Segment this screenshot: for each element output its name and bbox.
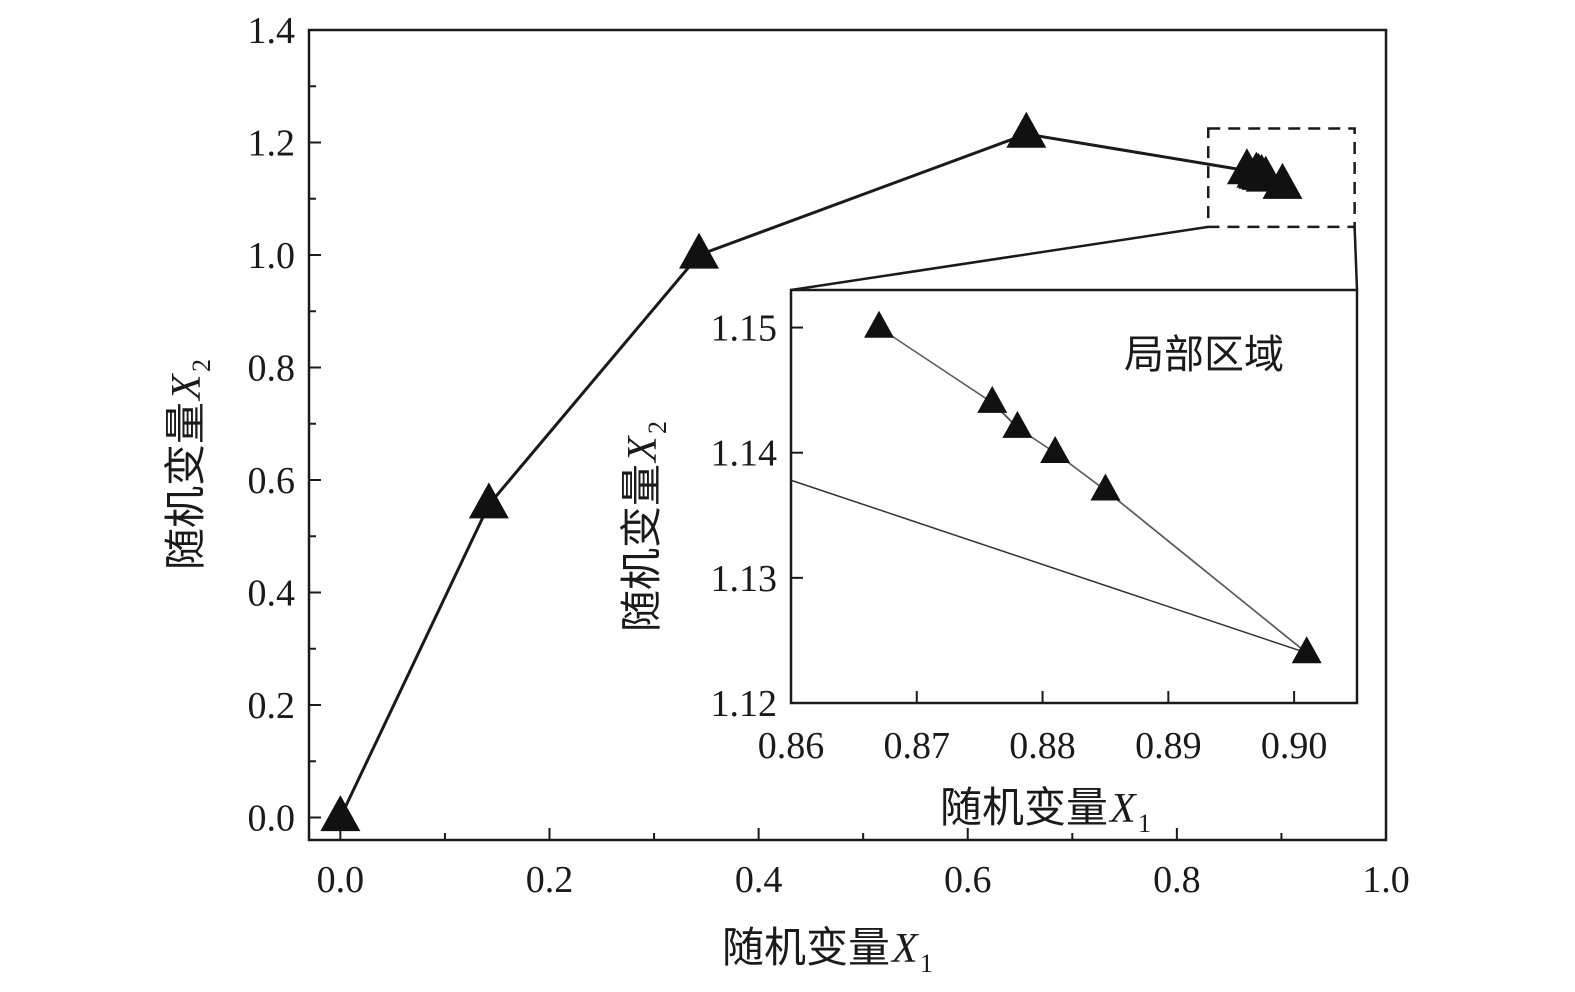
main-y-axis-title-sub: 2 (187, 359, 216, 372)
inset-series-line-shadow (880, 328, 1310, 655)
main-x-tick-label: 1.0 (1362, 859, 1410, 901)
main-x-tick-label: 0.8 (1153, 859, 1201, 901)
main-y-tick-label: 0.0 (248, 798, 296, 840)
main-y-tick-label: 0.8 (248, 348, 296, 390)
inset-data-point (864, 310, 895, 338)
inset-title: 局部区域 (1124, 332, 1284, 378)
inset-data-point (1090, 473, 1121, 501)
inset-data-point (977, 385, 1008, 413)
inset-data-point (1002, 410, 1033, 438)
zoom-connector-left (790, 225, 1209, 292)
main-x-axis-title-text: 随机变量 (722, 923, 890, 972)
main-x-axis-title: 随机变量 X 1 (722, 923, 933, 978)
inset-x-axis-title-var: X (1108, 786, 1138, 832)
main-x-tick-label: 0.2 (526, 859, 574, 901)
inset-y-tick-label: 1.13 (711, 558, 778, 600)
inset-x-tick-label: 0.88 (1009, 725, 1076, 767)
main-y-tick-label: 1.0 (248, 235, 296, 277)
zoom-connector-right (1353, 226, 1359, 291)
main-data-point (320, 795, 361, 832)
main-x-axis-title-sub: 1 (920, 949, 933, 978)
inset-y-tick-label: 1.15 (711, 308, 778, 350)
main-x-tick-label: 0.4 (735, 859, 783, 901)
main-data-point (468, 482, 509, 519)
main-y-axis-title-var: X (164, 372, 210, 402)
inset-y-tick-label: 1.12 (711, 683, 778, 725)
inset-x-tick-label: 0.90 (1261, 725, 1328, 767)
main-data-point (1262, 162, 1303, 199)
main-y-axis-title-text: 随机变量 (161, 402, 210, 570)
main-y-axis-title: 随机变量 X 2 (161, 359, 216, 570)
inset-plot: 0.86 0.87 0.88 0.89 0.90 1.12 1.13 1.14 1.15 (711, 288, 1359, 767)
inset-y-tick-label: 1.14 (711, 433, 778, 475)
main-data-point (679, 232, 720, 269)
inset-x-tick-label: 0.89 (1135, 725, 1202, 767)
main-x-tick-label: 0.6 (944, 859, 992, 901)
inset-x-tick-label: 0.87 (884, 725, 951, 767)
inset-plot-frame (789, 288, 1359, 705)
inset-y-axis-title-text: 随机变量 (617, 464, 666, 632)
inset-y-axis-title-var: X (620, 434, 666, 464)
zoom-box (1206, 127, 1356, 229)
inset-data-point (1291, 636, 1322, 664)
main-y-tick-label: 0.4 (248, 573, 296, 615)
inset-x-axis-title-sub: 1 (1138, 809, 1151, 838)
main-y-tick-label: 1.2 (248, 123, 296, 165)
inset-y-axis-title: 随机变量 X 2 (617, 421, 672, 632)
inset-extra-line (790, 479, 1307, 654)
inset-y-axis-title-sub: 2 (643, 421, 672, 434)
inset-data-point (1040, 435, 1071, 463)
inset-x-axis-title-text: 随机变量 (940, 783, 1108, 832)
main-data-point (1006, 111, 1047, 148)
main-x-tick-label: 0.0 (317, 859, 365, 901)
inset-x-axis-title: 随机变量 X 1 (940, 783, 1151, 838)
main-y-tick-label: 0.2 (248, 685, 296, 727)
main-plot: 0.0 0.2 0.4 0.6 0.8 1.0 0.0 0.2 0.4 0.6 0.8 1.0 1.2 1… (248, 10, 1410, 901)
main-y-tick-label: 0.6 (248, 460, 296, 502)
main-plot-frame (307, 28, 1388, 842)
main-y-tick-label: 1.4 (248, 10, 296, 52)
inset-x-tick-label: 0.86 (758, 725, 825, 767)
main-x-axis-title-var: X (890, 926, 920, 972)
